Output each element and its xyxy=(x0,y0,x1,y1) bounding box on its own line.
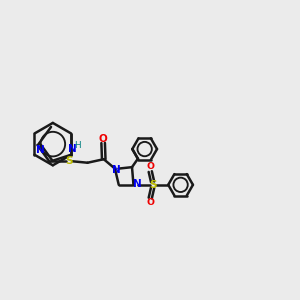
Text: N: N xyxy=(68,144,77,154)
Text: S: S xyxy=(149,180,156,190)
Text: H: H xyxy=(74,141,81,150)
Text: N: N xyxy=(112,165,121,175)
Text: O: O xyxy=(99,134,107,144)
Text: N: N xyxy=(133,179,142,189)
Text: O: O xyxy=(146,162,154,171)
Text: O: O xyxy=(146,198,154,207)
Text: S: S xyxy=(65,156,73,166)
Text: N: N xyxy=(36,145,44,155)
